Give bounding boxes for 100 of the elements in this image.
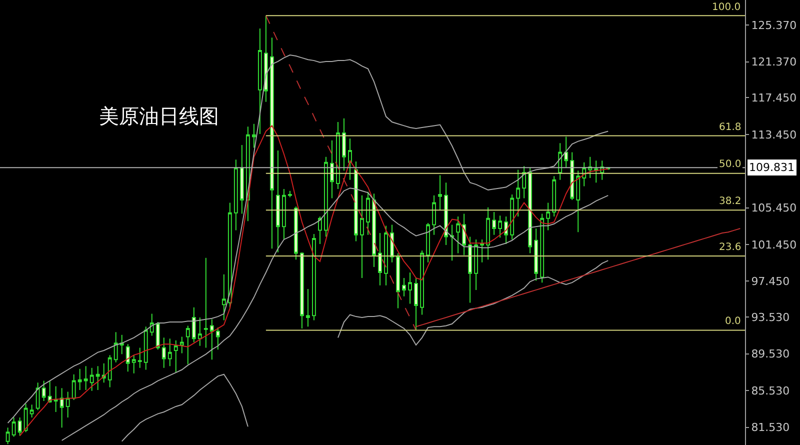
- candlestick: [258, 28, 262, 134]
- candlestick: [510, 194, 514, 240]
- candlestick: [150, 313, 154, 336]
- candlestick: [474, 238, 478, 290]
- candlestick: [336, 122, 340, 190]
- candlestick: [306, 288, 310, 328]
- candlestick: [276, 150, 280, 253]
- candlestick: [420, 250, 424, 316]
- candlestick: [450, 224, 454, 262]
- candlestick: [588, 156, 592, 178]
- candlestick: [222, 274, 226, 321]
- candlestick: [72, 374, 76, 401]
- candlestick: [174, 340, 178, 374]
- candlestick: [546, 202, 550, 231]
- candlestick: [204, 257, 208, 348]
- candlestick: [36, 382, 40, 411]
- candlestick: [96, 366, 100, 390]
- candlestick: [90, 367, 94, 392]
- candlestick: [408, 272, 412, 304]
- candlestick: [378, 232, 382, 286]
- candlestick: [438, 174, 442, 211]
- y-tick-label: 89.530: [751, 348, 790, 361]
- candlestick: [300, 252, 304, 329]
- candlestick: [462, 213, 466, 256]
- candlestick: [366, 191, 370, 236]
- candlestick: [120, 334, 124, 355]
- candlestick: [138, 347, 142, 368]
- candlestick: [516, 169, 520, 218]
- candlestick: [168, 338, 172, 367]
- y-tick-label: 121.370: [751, 56, 797, 69]
- candlestick: [432, 194, 436, 236]
- candlestick: [540, 213, 544, 284]
- y-tick-label: 113.450: [751, 128, 797, 142]
- annotation: 50.0: [719, 159, 742, 170]
- candlestick: [282, 188, 286, 240]
- candlestick: [48, 380, 52, 404]
- candlestick: [114, 332, 118, 363]
- ref-line-label: 109.831: [749, 161, 794, 174]
- y-tick-label: 105.450: [751, 202, 797, 215]
- candlestick: [198, 316, 202, 346]
- candlestick: [360, 194, 364, 279]
- candlestick: [144, 326, 148, 370]
- candlestick: [288, 190, 292, 198]
- candlestick: [42, 380, 46, 402]
- candlestick: [24, 403, 28, 433]
- candlestick: [594, 160, 598, 184]
- candlestick: [192, 306, 196, 343]
- candlestick: [54, 386, 58, 412]
- candlestick: [504, 216, 508, 245]
- line-series: [19, 125, 609, 436]
- candlestick: [270, 37, 274, 250]
- y-tick-label: 117.450: [751, 92, 797, 105]
- candlestick: [414, 278, 418, 331]
- candlestick: [324, 156, 328, 238]
- annotation: 23.6: [719, 242, 742, 253]
- candlestick: [60, 388, 64, 428]
- candlestick: [264, 15, 268, 102]
- candlestick: [108, 354, 112, 388]
- candlestick: [354, 160, 358, 242]
- candlestick: [390, 224, 394, 263]
- candlestick: [372, 193, 376, 268]
- candlestick: [564, 136, 568, 168]
- candlestick: [486, 206, 490, 260]
- candlestick: [12, 416, 16, 438]
- candlestick: [240, 144, 244, 214]
- candlestick: [480, 238, 484, 263]
- text: 美原油日线图: [99, 104, 219, 128]
- candlestick: [252, 123, 256, 148]
- candlestick: [552, 176, 556, 218]
- annotation: 0.0: [725, 316, 741, 327]
- candlestick: [384, 225, 388, 286]
- y-tick-label: 81.530: [751, 421, 790, 434]
- candlestick: [522, 166, 526, 199]
- candlestick: [228, 202, 232, 308]
- y-tick-label: 97.450: [751, 275, 790, 288]
- candlestick: [456, 216, 460, 254]
- candlestick: [558, 142, 562, 180]
- candlestick: [216, 327, 220, 350]
- candlestick: [318, 216, 322, 245]
- y-tick-label: 125.370: [751, 18, 797, 32]
- candlestick: [186, 325, 190, 365]
- line-series: [61, 188, 609, 441]
- candlestick: [534, 228, 538, 282]
- candlestick: [294, 206, 298, 260]
- y-tick-label: 101.450: [751, 238, 797, 252]
- candlestick: [330, 140, 334, 199]
- candlestick: [30, 404, 34, 418]
- candlestick: [576, 170, 580, 233]
- candlestick: [444, 182, 448, 246]
- candlestick: [348, 138, 352, 180]
- candlestick: [156, 322, 160, 350]
- candlestick: [210, 318, 214, 360]
- candlestick: [492, 211, 496, 236]
- candlestick: [162, 337, 166, 368]
- candlestick: [78, 368, 82, 390]
- candlestick: [426, 222, 430, 263]
- y-tick-label: 85.530: [751, 384, 790, 398]
- candlestick: [18, 416, 22, 436]
- candlestick: [66, 391, 70, 418]
- annotation: 38.2: [719, 196, 742, 207]
